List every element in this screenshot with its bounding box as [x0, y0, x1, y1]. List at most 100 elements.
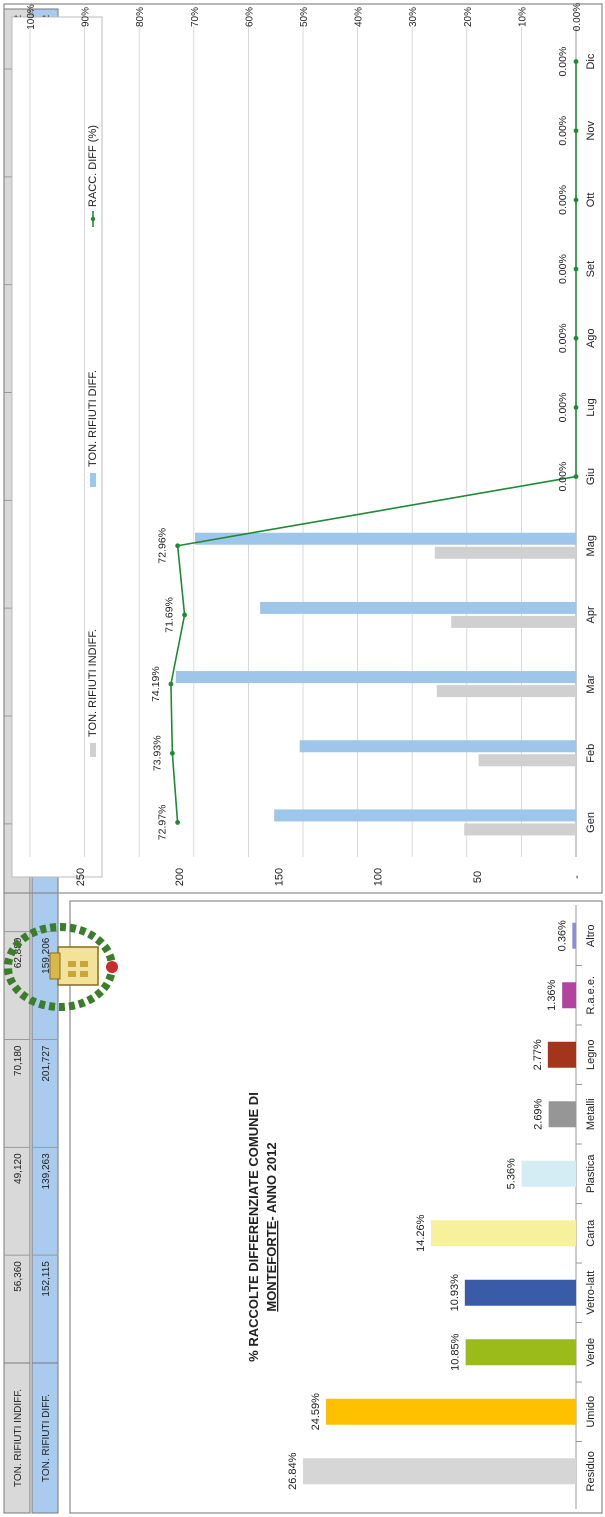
right-axis-tick: 70%: [190, 7, 201, 27]
percentage-point-label: 73.93%: [151, 735, 163, 771]
left-axis-tick: 50: [472, 871, 484, 883]
right-axis-tick: 30%: [408, 7, 419, 27]
legend-box: [11, 16, 103, 878]
percentage-point: [573, 335, 579, 341]
percentage-bar: [547, 1041, 576, 1068]
table-cell: 49,120: [13, 1153, 24, 1184]
percentage-chart-title-line1: % RACCOLTE DIFFERENZIATE COMUNE DI: [246, 1092, 261, 1362]
month-label: Set: [585, 261, 597, 278]
bar-indiff: [434, 546, 576, 559]
percentage-category-labels: Residuo Umido Verde Vetro-latt Carta Plastica…: [576, 924, 597, 1491]
month-labels: Gen Feb Mar Apr Mag Giu Lug Ago Set Ott Nov Dic: [585, 53, 597, 833]
percentage-bar-label: 1.36%: [546, 979, 558, 1010]
percentage-point: [169, 750, 175, 756]
percentage-category: Carta: [585, 1219, 597, 1247]
bar-diff: [175, 671, 577, 684]
month-label: Dic: [585, 53, 597, 69]
table-cell: 152,115: [41, 1261, 52, 1297]
percentage-category: Legno: [585, 1039, 597, 1070]
percentage-point: [573, 405, 579, 410]
percentage-point-label: 0.00%: [557, 462, 569, 492]
right-axis-tick: 20%: [463, 7, 474, 27]
percentage-category: R.a.e.e.: [585, 976, 597, 1015]
percentage-bars: 26.84% 24.59% 10.85% 10.93% 14.26% 5.36% 2.69%…: [287, 905, 577, 1509]
percentage-bar: [562, 982, 577, 1009]
percentage-bar: [465, 1339, 577, 1366]
percentage-bar: [464, 1279, 576, 1306]
month-label: Gen: [585, 812, 597, 833]
percentage-bar: [303, 1458, 576, 1485]
legend-swatch: [90, 743, 96, 757]
legend-label: RACC. DIFF (%): [87, 125, 99, 207]
title-year: - ANNO 2012: [264, 1142, 279, 1220]
percentage-bar-label: 5.36%: [505, 1158, 517, 1189]
month-label: Apr: [585, 606, 597, 623]
percentage-bar: [325, 1398, 576, 1425]
percentage-point: [573, 474, 579, 479]
legend-swatch: [90, 473, 96, 487]
percentage-point-label: 72.96%: [157, 528, 169, 564]
legend-marker: [90, 216, 96, 222]
left-axis-tick: -: [571, 875, 583, 879]
percentage-point-label: 0.00%: [557, 254, 569, 284]
bar-indiff: [464, 823, 576, 836]
left-axis-tick: 100: [373, 868, 385, 886]
percentage-point: [573, 197, 579, 203]
right-axis-tick: 50%: [299, 7, 310, 27]
percentage-category: Verde: [585, 1338, 597, 1367]
bar-diff: [274, 809, 576, 822]
table-cell: 139,263: [41, 1153, 52, 1190]
percentage-chart-title-line2: MONTEFORTE- ANNO 2012: [264, 1142, 279, 1311]
month-label: Feb: [585, 744, 597, 763]
right-axis-tick: 40%: [354, 7, 365, 27]
monthly-gridlines: [29, 27, 577, 857]
left-axis-tick: 150: [273, 868, 285, 886]
month-label: Giu: [585, 468, 597, 485]
percentage-point: [175, 543, 181, 549]
month-label: Lug: [585, 398, 597, 416]
table-row-label: TON. RIFIUTI DIFF.: [41, 1394, 52, 1482]
percentage-bar-label: 2.77%: [532, 1039, 544, 1070]
left-axis-tick: 250: [75, 868, 87, 886]
bar-indiff: [436, 685, 576, 698]
right-axis-tick: 100%: [26, 4, 37, 30]
title-town-name: MONTEFORTE: [264, 1220, 279, 1311]
percentage-bar-label: 26.84%: [287, 1452, 299, 1490]
percentage-bar-label: 10.93%: [449, 1274, 461, 1312]
bar-diff: [299, 740, 576, 753]
percentage-point-label: 0.00%: [557, 323, 569, 353]
bar-indiff: [451, 615, 577, 628]
left-axis-tick: 200: [174, 868, 186, 886]
percentage-bar-label: 0.36%: [556, 920, 568, 951]
percentage-line-path: [170, 61, 577, 823]
percentage-bar-label: 2.69%: [533, 1098, 545, 1129]
table-cell: 70,180: [13, 1045, 24, 1076]
percentage-point-label: 0.00%: [557, 185, 569, 215]
month-label: Ott: [585, 193, 597, 208]
monthly-bars: [175, 532, 577, 836]
coat-of-arms-logo: [4, 923, 118, 1011]
right-axis-tick: 80%: [135, 7, 146, 27]
percentage-category: Residuo: [585, 1451, 597, 1491]
legend-label: TON. RIFIUTI DIFF.: [87, 370, 99, 467]
percentage-category: Metalli: [585, 1098, 597, 1130]
table-row-label: TON. RIFIUTI INDIFF.: [13, 1389, 24, 1487]
bar-diff: [260, 601, 576, 614]
left-axis-ticks: - 50 100 150 200 250: [75, 868, 583, 886]
percentage-bar-label: 14.26%: [415, 1214, 427, 1252]
bar-indiff: [478, 754, 577, 767]
percentage-category: Plastica: [585, 1154, 597, 1193]
percentage-point: [573, 266, 579, 272]
right-axis-tick: 90%: [81, 7, 92, 27]
monthly-chart: TON. RIFIUTI INDIFF. TON. RIFIUTI DIFF. RA…: [3, 3, 603, 894]
table-cell: 159,206: [41, 937, 52, 974]
percentage-line: 72.97% 73.93% 74.19% 71.69% 72.96% 0.00% 0.00%…: [150, 47, 579, 840]
percentage-bar-label: 10.85%: [450, 1333, 462, 1371]
percentage-bar: [430, 1220, 576, 1247]
percentage-point: [175, 820, 180, 825]
monthly-chart-legend: TON. RIFIUTI INDIFF. TON. RIFIUTI DIFF. RA…: [87, 125, 99, 757]
percentage-point: [573, 59, 579, 64]
month-label: Mar: [585, 674, 597, 693]
right-axis-ticks: 0.00% 10% 20% 30% 40% 50% 60% 70% 80% 90% 100%: [26, 3, 583, 31]
